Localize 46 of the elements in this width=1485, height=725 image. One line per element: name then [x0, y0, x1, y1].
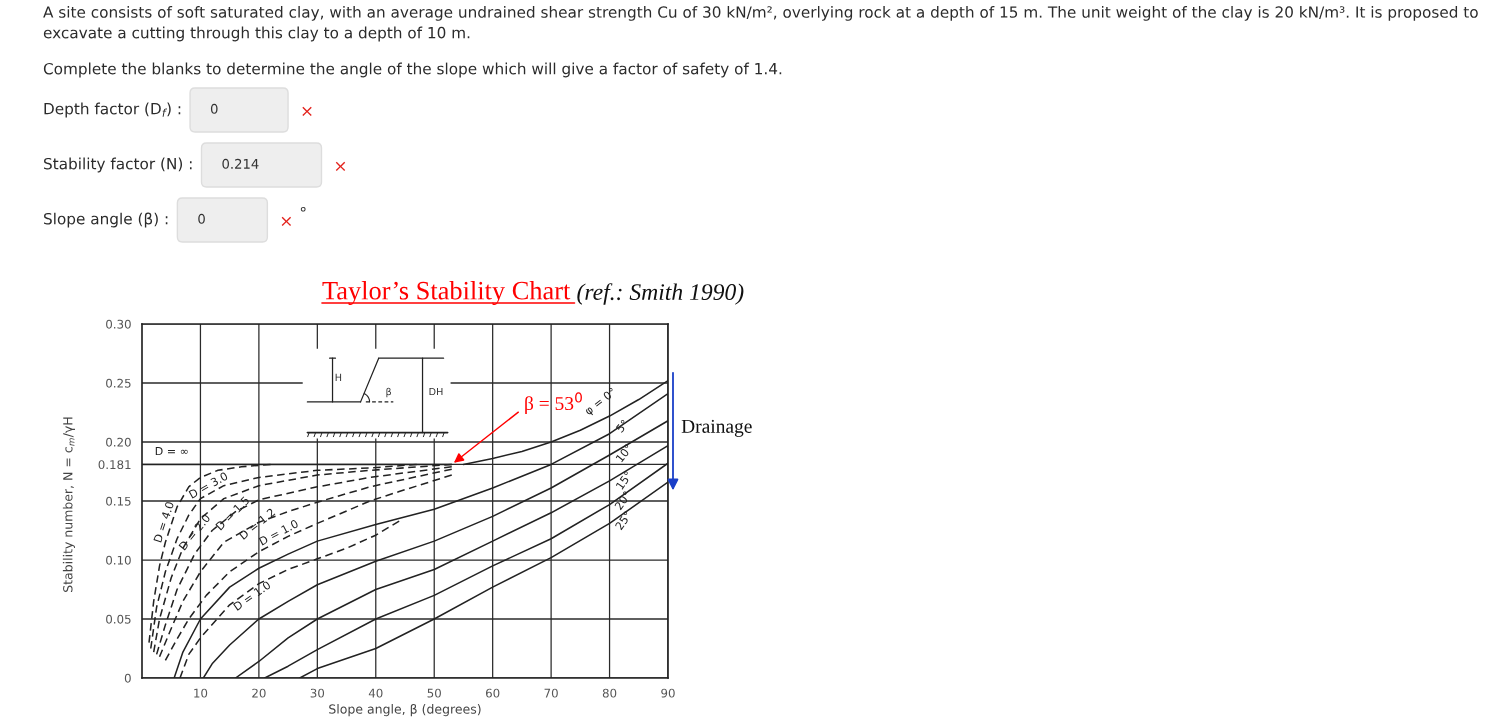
text: × [335, 161, 346, 172]
annotation: DH [429, 388, 443, 396]
text: 0 [198, 213, 205, 224]
text: Slope angle (β) : [44, 212, 168, 228]
x-tick-label: 90 [661, 688, 675, 698]
chart-subtitle: (ref.: Smith 1990) [577, 283, 744, 305]
text: 0 [210, 103, 218, 114]
chart-title: Taylor’s Stability Chart [322, 281, 571, 305]
text: Depth factor (D$_{f}$) : [44, 102, 181, 118]
text: × [302, 106, 312, 117]
x-tick-label: 70 [544, 688, 558, 698]
text: Complete the blanks to determine the angle of the slope which will give a factor of safety of 1.4. [43, 62, 782, 78]
y-axis-title: Stability number, N = c$_{m}$/γH [62, 417, 75, 592]
series-label: D = ∞ [155, 447, 188, 456]
y-tick-label: 0.10 [106, 555, 131, 565]
text: 5° [615, 419, 629, 433]
text: D = 4.0 [153, 501, 175, 543]
text: Stability factor (N) : [44, 157, 192, 173]
x-tick-label: 40 [368, 688, 383, 698]
text: 10° [615, 443, 633, 463]
text: ° [300, 206, 306, 212]
text: × [281, 216, 292, 227]
x-tick-label: 60 [485, 688, 500, 698]
text: Drainage [681, 419, 752, 437]
annotation: H [335, 373, 342, 381]
y-tick-label: 0.05 [106, 614, 131, 624]
text: D = 1.0 [232, 580, 272, 611]
y-tick-label: 0.25 [106, 378, 131, 388]
x-tick-label: 50 [427, 688, 441, 698]
y-tick-label: 0 [124, 673, 131, 683]
x-tick-label: 80 [602, 688, 617, 698]
text: 0.214 [222, 158, 259, 169]
x-tick-label: 10 [194, 688, 208, 698]
y-tick-label: 0.15 [106, 496, 131, 506]
text: D = 3.0 [188, 471, 229, 499]
text: A site consists of soft saturated clay, with an average undrained shear strength Cu of 30 kN/m², overlying rock at a depth of 15 m. The unit weight of the clay is 20 kN/m³. It is proposed to excavate a cutting through this clay to a depth of 10 m. [43, 6, 1478, 42]
annotation: β [386, 387, 392, 398]
text: φ = 0° [583, 387, 618, 417]
annotation: β = 53$^{0}$ [525, 392, 582, 415]
x-axis-title: Slope angle, β (degrees) [329, 704, 481, 717]
text: D = 1.5 [215, 496, 250, 531]
y-tick-label: 0.20 [106, 437, 131, 447]
y-tick-label: 0.181 [98, 460, 131, 470]
x-tick-label: 20 [252, 688, 266, 698]
y-tick-label: 0.30 [106, 319, 131, 329]
x-tick-label: 30 [310, 688, 325, 698]
